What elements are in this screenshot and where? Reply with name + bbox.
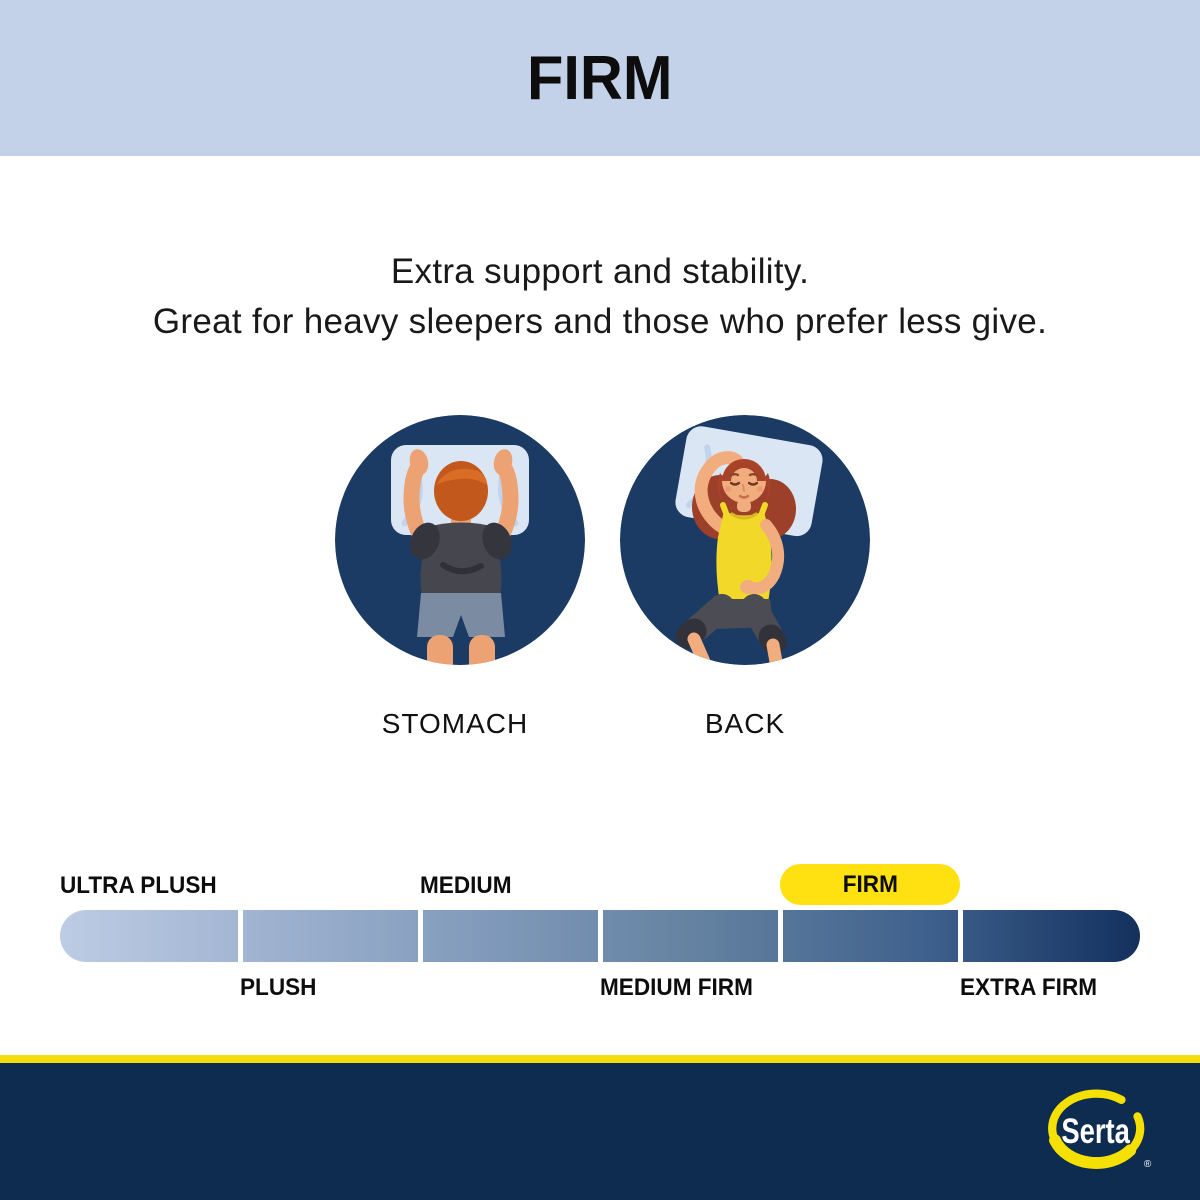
scale-label-medium-firm: MEDIUM FIRM	[600, 974, 753, 1001]
firmness-scale: ULTRA PLUSH MEDIUM FIRM PLUSH MEDIUM FIR…	[60, 864, 1140, 1009]
scale-label-firm: FIRM	[842, 870, 898, 898]
scale-label-extra-firm: EXTRA FIRM	[960, 974, 1098, 1001]
header-banner: FIRM	[0, 0, 1200, 156]
segment-divider	[238, 910, 243, 962]
selected-firmness-pill: FIRM	[780, 864, 960, 905]
stomach-sleeper-illustration	[335, 415, 585, 665]
segment-divider	[418, 910, 423, 962]
page-title: FIRM	[527, 43, 673, 113]
stomach-label: STOMACH	[381, 708, 529, 739]
intro-line-2: Great for heavy sleepers and those who p…	[152, 302, 1048, 341]
footer-bar: Serta ®	[0, 1063, 1200, 1200]
back-sleeper-illustration	[620, 415, 870, 665]
registered-mark: ®	[1144, 1159, 1152, 1170]
scale-label-plush: PLUSH	[240, 974, 317, 1001]
yellow-divider-stripe	[0, 1055, 1200, 1063]
serta-logo: Serta ®	[1048, 1089, 1152, 1170]
firmness-gradient-bar	[60, 910, 1140, 962]
segment-divider	[598, 910, 603, 962]
serta-logo-text: Serta	[1061, 1112, 1130, 1151]
scale-label-ultra-plush: ULTRA PLUSH	[60, 872, 217, 899]
segment-divider	[958, 910, 963, 962]
back-label: BACK	[704, 708, 786, 739]
intro-line-1: Extra support and stability.	[390, 252, 810, 291]
intro-copy: Extra support and stability. Great for h…	[0, 247, 1200, 347]
segment-divider	[778, 910, 783, 962]
scale-label-medium: MEDIUM	[420, 872, 512, 899]
